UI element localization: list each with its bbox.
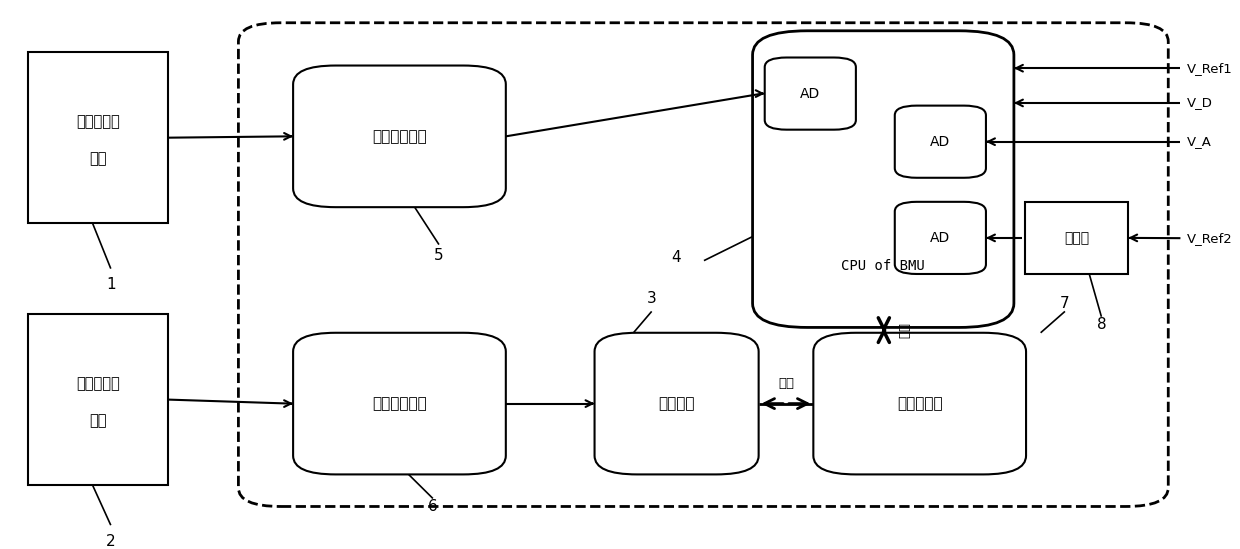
Text: 4: 4 [671, 250, 681, 266]
Text: 数字隔离器: 数字隔离器 [897, 396, 942, 411]
Text: 感器: 感器 [89, 413, 107, 428]
Text: 通讯: 通讯 [777, 377, 794, 390]
FancyBboxPatch shape [753, 31, 1014, 327]
Text: 基准源: 基准源 [1064, 231, 1089, 245]
Text: 感器: 感器 [89, 152, 107, 166]
FancyBboxPatch shape [293, 333, 506, 474]
FancyBboxPatch shape [594, 333, 759, 474]
FancyBboxPatch shape [765, 58, 856, 130]
Text: V_Ref1: V_Ref1 [1187, 61, 1233, 75]
Text: V_D: V_D [1187, 97, 1213, 109]
Text: AD: AD [930, 231, 951, 245]
Text: 通讯: 通讯 [899, 322, 911, 338]
Text: V_A: V_A [1187, 135, 1211, 148]
Text: 3: 3 [647, 290, 656, 306]
Text: 采样电路: 采样电路 [658, 396, 694, 411]
Text: 第二滤波电路: 第二滤波电路 [372, 396, 427, 411]
Bar [29, 314, 167, 485]
FancyBboxPatch shape [895, 202, 986, 274]
Text: 7: 7 [1060, 296, 1070, 311]
Text: V_Ref2: V_Ref2 [1187, 232, 1233, 245]
Text: CPU of BMU: CPU of BMU [842, 259, 925, 273]
Text: AD: AD [930, 135, 951, 149]
Bar [29, 52, 167, 223]
Text: 2: 2 [105, 534, 115, 549]
Text: 8: 8 [1096, 317, 1106, 332]
Text: 第一滤波电路: 第一滤波电路 [372, 129, 427, 144]
Text: 6: 6 [428, 499, 438, 514]
FancyBboxPatch shape [895, 105, 986, 178]
FancyBboxPatch shape [813, 333, 1025, 474]
Text: 第一温度传: 第一温度传 [76, 114, 120, 129]
Text: 5: 5 [434, 248, 444, 263]
FancyBboxPatch shape [293, 65, 506, 207]
Text: 第二温度传: 第二温度传 [76, 376, 120, 391]
Text: AD: AD [800, 87, 821, 100]
Bar [1024, 202, 1128, 274]
Text: 1: 1 [105, 277, 115, 292]
